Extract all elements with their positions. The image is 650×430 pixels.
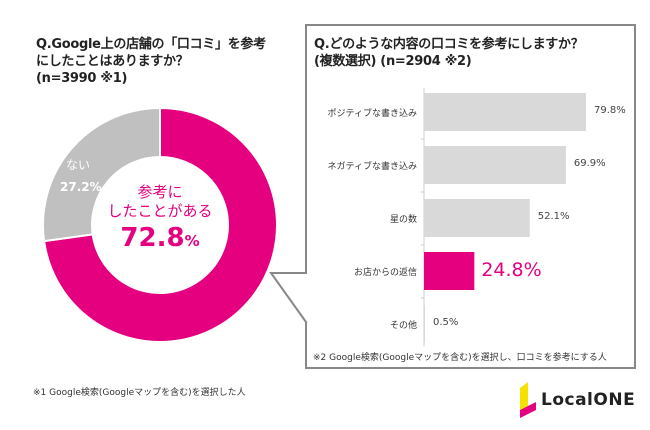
value-label: 24.8% [481,259,542,281]
value-label: 0.5% [433,317,459,328]
bar-3 [424,252,475,290]
value-label: 52.1% [537,211,570,222]
donut-slice-0 [42,106,278,343]
category-label: ポジティブな書き込み [327,109,417,119]
donut-title: Q.Google上の店舗の「口コミ」を参考にしたことはありますか？ (n=399… [36,37,266,86]
category-label: 星の数 [389,215,417,225]
no-value-label: 27.2% [60,180,102,194]
logo-text: LocalONE [541,390,636,410]
donut-slice-1 [42,106,161,243]
bar-2 [424,199,530,237]
category-label: その他 [389,321,417,331]
localone-logo-icon [520,382,536,418]
no-label: ない [66,158,91,172]
footnote-2: ※2 Google検索(Googleマップを含む)を選択し、口コミを参考にする人 [313,353,607,363]
bar-1 [424,146,566,184]
yes-value-label: 72.8% [120,223,200,253]
category-label: ネガティブな書き込み [327,162,417,172]
yes-label: 参考に したことがある [107,183,213,220]
bar-0 [424,93,586,131]
value-label: 69.9% [573,158,606,169]
bar-4 [424,305,426,343]
footnote-1: ※1 Google検索(Googleマップを含む)を選択した人 [33,388,246,398]
value-label: 79.8% [593,105,626,116]
bar-title: Q.どのような内容の口コミを参考にしますか？ (複数選択) (n=2904 ※2… [314,37,584,69]
category-label: お店からの返信 [353,268,417,278]
